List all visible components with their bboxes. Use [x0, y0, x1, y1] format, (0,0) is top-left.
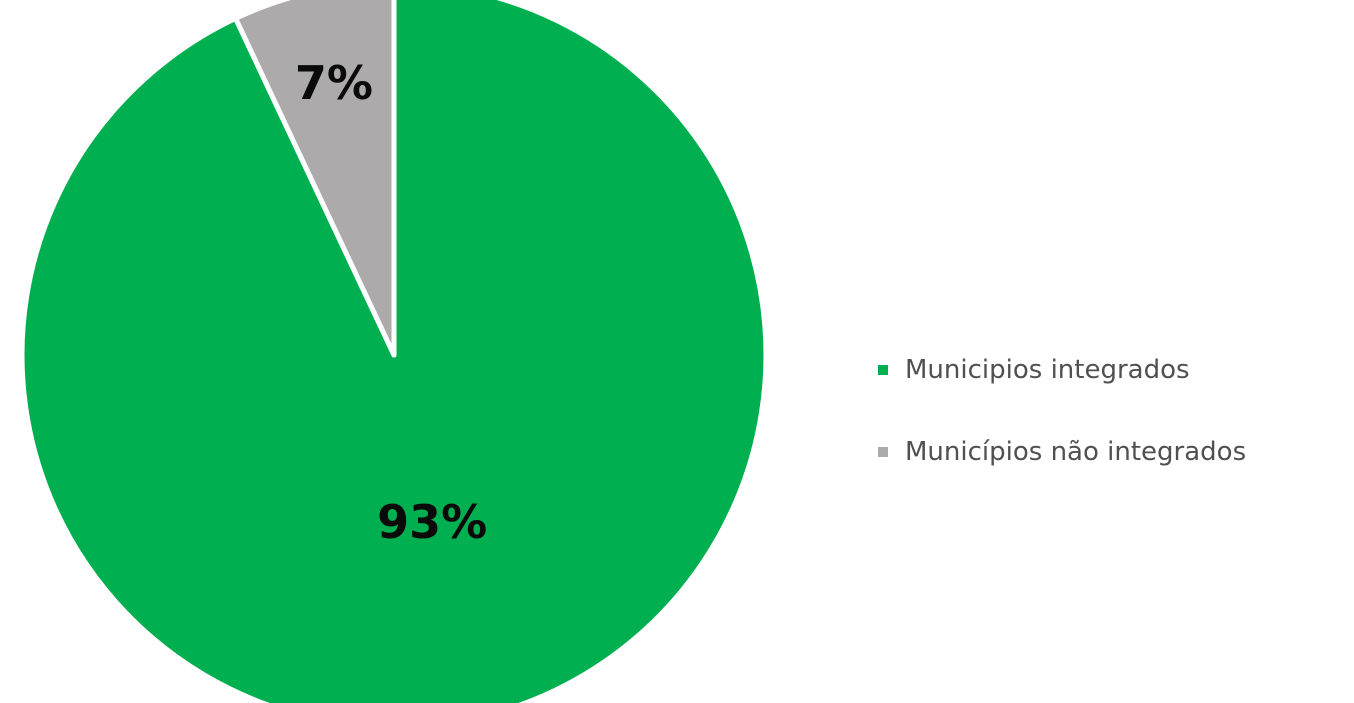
legend-swatch-nao-integrados [878, 447, 888, 457]
legend-swatch-integrados [878, 365, 888, 375]
legend-label-nao-integrados: Municípios não integrados [905, 437, 1247, 467]
pie-slice-nao-integrados [233, 0, 397, 358]
legend-item-nao-integrados: Municípios não integrados [878, 432, 1348, 472]
legend-label-integrados: Municipios integrados [905, 355, 1190, 385]
chart-legend: Municipios integrados Municípios não int… [878, 350, 1348, 514]
legend-item-integrados: Municipios integrados [878, 350, 1348, 390]
pie-slice-integrados [19, 0, 769, 703]
pie-slices [19, 0, 769, 703]
data-label-integrados: 93% [377, 495, 487, 549]
data-label-nao-integrados: 7% [295, 56, 373, 110]
pie-data-labels: 93% 7% [295, 56, 487, 549]
